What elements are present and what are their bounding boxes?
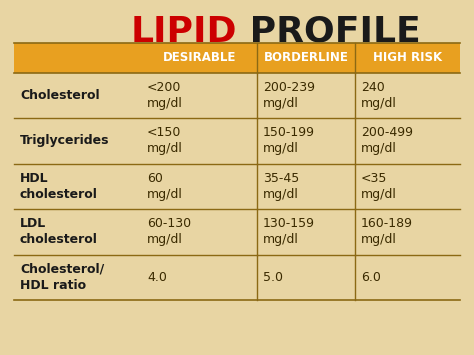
Text: 240
mg/dl: 240 mg/dl	[361, 81, 397, 110]
Text: PROFILE: PROFILE	[237, 15, 421, 49]
Text: Cholesterol: Cholesterol	[20, 89, 100, 102]
Text: <200
mg/dl: <200 mg/dl	[147, 81, 183, 110]
Text: LIPID: LIPID	[130, 15, 237, 49]
Text: HDL
cholesterol: HDL cholesterol	[20, 172, 98, 201]
Text: DESIRABLE: DESIRABLE	[163, 51, 236, 64]
Text: 130-159
mg/dl: 130-159 mg/dl	[263, 217, 315, 246]
Text: 60
mg/dl: 60 mg/dl	[147, 172, 183, 201]
Bar	[14, 43, 460, 73]
Text: 200-499
mg/dl: 200-499 mg/dl	[361, 126, 413, 155]
Text: 5.0: 5.0	[263, 271, 283, 284]
Text: HIGH RISK: HIGH RISK	[373, 51, 442, 64]
Text: Triglycerides: Triglycerides	[20, 135, 109, 147]
Text: 6.0: 6.0	[361, 271, 381, 284]
Text: 200-239
mg/dl: 200-239 mg/dl	[263, 81, 315, 110]
Text: Cholesterol/
HDL ratio: Cholesterol/ HDL ratio	[20, 263, 104, 292]
Text: 35-45
mg/dl: 35-45 mg/dl	[263, 172, 299, 201]
Text: 160-189
mg/dl: 160-189 mg/dl	[361, 217, 413, 246]
Text: 60-130
mg/dl: 60-130 mg/dl	[147, 217, 191, 246]
Text: <35
mg/dl: <35 mg/dl	[361, 172, 397, 201]
Text: 4.0: 4.0	[147, 271, 167, 284]
Text: 150-199
mg/dl: 150-199 mg/dl	[263, 126, 315, 155]
Text: BORDERLINE: BORDERLINE	[264, 51, 348, 64]
Text: <150
mg/dl: <150 mg/dl	[147, 126, 183, 155]
Text: LDL
cholesterol: LDL cholesterol	[20, 217, 98, 246]
